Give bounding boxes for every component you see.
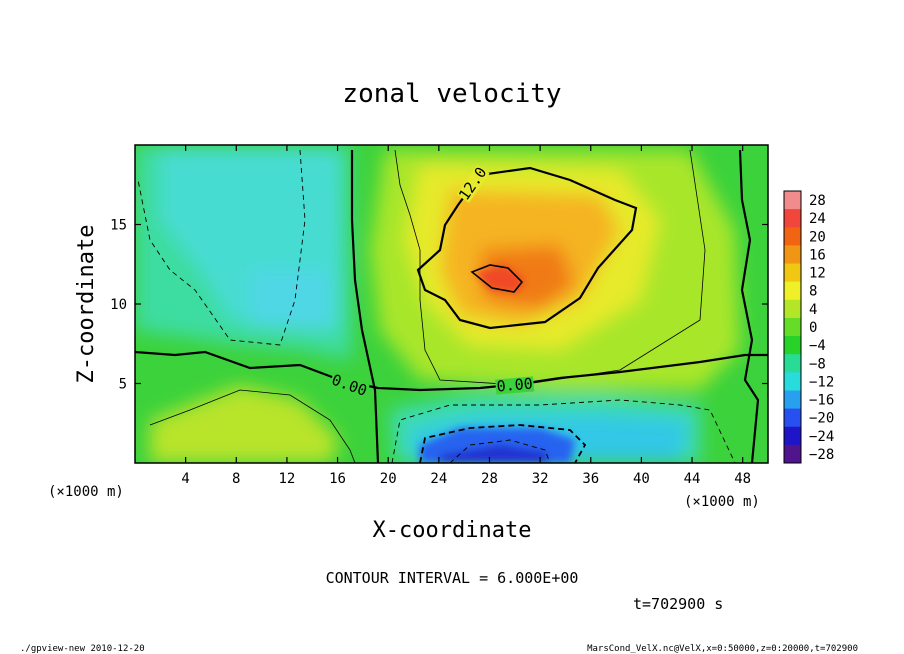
colorbar-label-11: −16 <box>809 393 834 409</box>
field-region-pos-lower-left <box>150 385 340 463</box>
colorbar-swatch-13 <box>784 426 801 446</box>
colorbar-swatch-12 <box>784 408 801 428</box>
x-axis-ticks: 4 8 12 16 20 24 28 32 36 40 44 48 <box>181 145 751 487</box>
x-tick-label-9: 40 <box>633 471 650 487</box>
colorbar-label-14: −28 <box>809 447 834 463</box>
colorbar-swatch-1 <box>784 209 801 228</box>
x-tick-label-11: 48 <box>734 471 751 487</box>
colorbar-label-9: −8 <box>809 356 826 372</box>
x-tick-label-5: 24 <box>430 471 447 487</box>
contour-label-zero-right: 0.00 <box>496 374 534 395</box>
contour-zero-left <box>135 350 768 392</box>
y-tick-label-2: 15 <box>110 218 127 234</box>
y-axis-label: Z-coordinate <box>74 225 99 384</box>
colorbar-label-5: 8 <box>809 284 817 300</box>
contour-zero-right-edge <box>738 149 760 463</box>
colorbar-swatch-9 <box>784 354 801 373</box>
colorbar-label-8: −4 <box>809 338 826 354</box>
colorbar-swatch-6 <box>784 299 801 319</box>
x-tick-label-1: 8 <box>232 471 240 487</box>
colorbar-label-10: −12 <box>809 374 834 390</box>
colorbar-swatch-7 <box>784 317 801 337</box>
y-axis-ticks: 5 10 15 <box>110 218 768 393</box>
colorbar-label-3: 16 <box>809 247 826 263</box>
contour-interval: CONTOUR INTERVAL = 6.000E+00 <box>326 569 579 587</box>
colorbar-swatch-2 <box>784 227 801 246</box>
x-tick-label-8: 36 <box>582 471 599 487</box>
colorbar-label-12: −20 <box>809 411 834 427</box>
contour-neg12-lower <box>419 424 587 463</box>
colorbar-label-13: −24 <box>809 429 834 445</box>
colorbar: 28 24 20 16 12 8 4 0 −4 −8 −12 −16 −20 −24 −28 <box>783 190 834 464</box>
colorbar-label-4: 12 <box>809 266 826 282</box>
colorbar-swatch-14 <box>784 444 801 464</box>
x-tick-label-7: 32 <box>532 471 549 487</box>
y-tick-label-1: 10 <box>110 297 127 313</box>
colorbar-swatch-10 <box>784 372 801 391</box>
field-region-dark-blue-min <box>440 445 550 463</box>
x-unit-right: (×1000 m) <box>684 494 760 510</box>
footer-left: ./gpview-new 2010-12-20 <box>20 644 145 654</box>
colorbar-swatch-4 <box>784 263 801 283</box>
footer-right: MarsCond_VelX.nc@VelX,x=0:50000,z=0:2000… <box>587 644 858 654</box>
time-stamp: t=702900 s <box>633 595 723 613</box>
contour-lines <box>135 149 768 463</box>
contour-6-lower-left <box>149 389 356 463</box>
colorbar-label-0: 28 <box>809 193 826 209</box>
colorbar-label-2: 20 <box>809 229 826 245</box>
x-axis-label: X-coordinate <box>373 518 532 543</box>
contour-neg18-lower <box>449 439 551 463</box>
y-tick-label-0: 5 <box>119 377 127 393</box>
colorbar-swatch-0 <box>784 191 801 210</box>
x-tick-label-4: 20 <box>380 471 397 487</box>
contour-zero-vertical <box>350 150 380 463</box>
x-tick-label-10: 44 <box>684 471 701 487</box>
colorbar-label-1: 24 <box>809 211 826 227</box>
field-region-min-upper-left <box>250 270 330 330</box>
colorbar-frame <box>783 190 802 464</box>
colorbar-swatch-11 <box>784 390 801 410</box>
contour-18 <box>470 264 524 293</box>
velocity-field <box>135 145 768 463</box>
colorbar-label-6: 4 <box>809 302 817 318</box>
x-tick-label-3: 16 <box>329 471 346 487</box>
contour-6 <box>394 149 706 386</box>
x-tick-label-0: 4 <box>181 471 189 487</box>
colorbar-label-7: 0 <box>809 320 817 336</box>
contour-neg6-lower <box>391 399 736 463</box>
colorbar-swatch-8 <box>784 336 801 355</box>
colorbar-swatch-5 <box>784 281 801 301</box>
x-tick-label-2: 12 <box>278 471 295 487</box>
colorbar-swatch-3 <box>784 245 801 265</box>
contour-neg6-upper-left <box>137 149 306 346</box>
chart-title: zonal velocity <box>342 79 561 109</box>
contour-12 <box>416 166 638 330</box>
field-region-red-core <box>480 245 575 310</box>
x-tick-label-6: 28 <box>481 471 498 487</box>
x-unit-left: (×1000 m) <box>48 484 124 500</box>
